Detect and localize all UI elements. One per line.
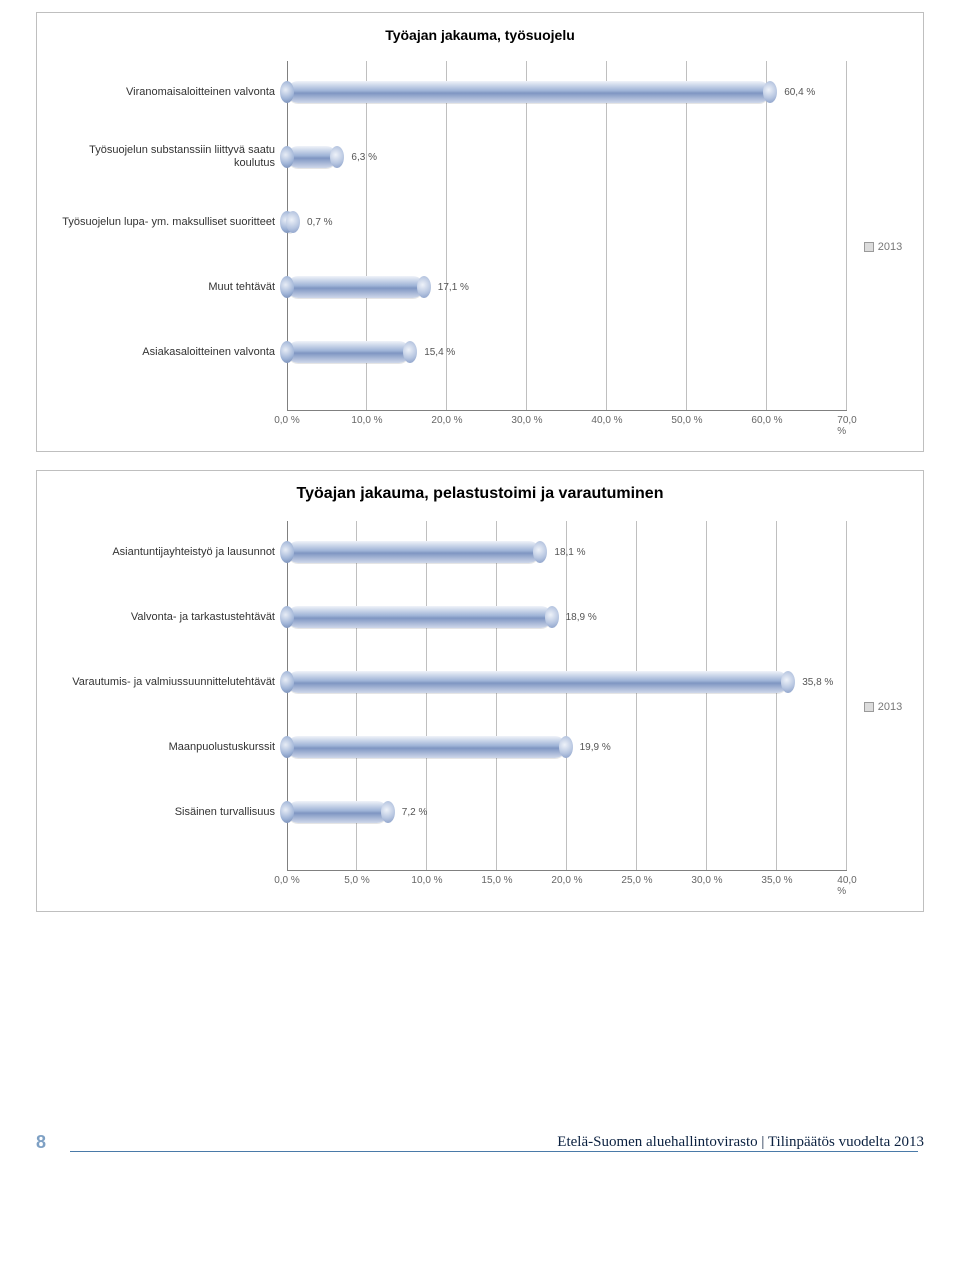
bar: [287, 341, 410, 363]
bar: [287, 276, 424, 298]
footer-rule: [70, 1151, 918, 1152]
x-tick: 30,0 %: [511, 415, 542, 426]
bar-row: Muut tehtävät17,1 %: [287, 276, 847, 298]
category-label: Asiakasaloitteinen valvonta: [57, 346, 287, 359]
x-tick: 40,0 %: [591, 415, 622, 426]
bar-value: 15,4 %: [424, 347, 455, 358]
legend-2013: 2013: [864, 701, 902, 713]
bar-row: Valvonta- ja tarkastustehtävät18,9 %: [287, 606, 847, 628]
bar-value: 6,3 %: [351, 152, 377, 163]
bar: [287, 81, 770, 103]
x-tick: 30,0 %: [691, 875, 722, 886]
chart2-legend: 2013: [853, 521, 913, 893]
chart-pelastustoimi: Työajan jakauma, pelastustoimi ja varaut…: [36, 470, 924, 912]
x-tick: 10,0 %: [351, 415, 382, 426]
bar-row: Sisäinen turvallisuus7,2 %: [287, 801, 847, 823]
page-footer: 8 Etelä-Suomen aluehallintovirasto | Til…: [36, 1132, 924, 1153]
x-tick: 15,0 %: [481, 875, 512, 886]
bar-row: Asiakasaloitteinen valvonta15,4 %: [287, 341, 847, 363]
bar-row: Työsuojelun lupa- ym. maksulliset suorit…: [287, 211, 847, 233]
category-label: Viranomaisaloitteinen valvonta: [57, 86, 287, 99]
page-number: 8: [36, 1132, 70, 1153]
chart1-plot: Viranomaisaloitteinen valvonta60,4 % Työs…: [287, 61, 847, 411]
x-tick: 50,0 %: [671, 415, 702, 426]
category-label: Varautumis- ja valmiussuunnittelutehtävä…: [57, 676, 287, 689]
chart1-legend: 2013: [853, 61, 913, 433]
category-label: Maanpuolustuskurssit: [57, 741, 287, 754]
chart2-plot: Asiantuntijayhteistyö ja lausunnot18,1 %…: [287, 521, 847, 871]
bar-row: Maanpuolustuskurssit19,9 %: [287, 736, 847, 758]
footer-text: Etelä-Suomen aluehallintovirasto | Tilin…: [70, 1134, 924, 1151]
legend-swatch-icon: [864, 702, 874, 712]
category-label: Työsuojelun substanssiin liittyvä saatu …: [57, 144, 287, 169]
bar-value: 18,9 %: [566, 612, 597, 623]
bar-value: 0,7 %: [307, 217, 333, 228]
bar-row: Varautumis- ja valmiussuunnittelutehtävä…: [287, 671, 847, 693]
bar-row: Työsuojelun substanssiin liittyvä saatu …: [287, 146, 847, 168]
legend-label: 2013: [878, 701, 902, 713]
category-label: Muut tehtävät: [57, 281, 287, 294]
chart2-plot-col: Asiantuntijayhteistyö ja lausunnot18,1 %…: [57, 521, 847, 893]
chart2-title: Työajan jakauma, pelastustoimi ja varaut…: [57, 485, 903, 503]
bar: [287, 211, 293, 233]
chart1-xaxis: 0,0 %10,0 %20,0 %30,0 %40,0 %50,0 %60,0 …: [287, 415, 847, 433]
chart2-xaxis: 0,0 %5,0 %10,0 %15,0 %20,0 %25,0 %30,0 %…: [287, 875, 847, 893]
legend-2013: 2013: [864, 241, 902, 253]
bar: [287, 541, 540, 563]
legend-swatch-icon: [864, 242, 874, 252]
x-tick: 70,0 %: [837, 415, 856, 437]
bar-row: Viranomaisaloitteinen valvonta60,4 %: [287, 81, 847, 103]
bar: [287, 146, 337, 168]
bar-row: Asiantuntijayhteistyö ja lausunnot18,1 %: [287, 541, 847, 563]
chart1-title: Työajan jakauma, työsuojelu: [57, 27, 903, 43]
chart2-body: Asiantuntijayhteistyö ja lausunnot18,1 %…: [57, 521, 903, 893]
bar: [287, 671, 788, 693]
x-tick: 20,0 %: [551, 875, 582, 886]
chart1-plot-col: Viranomaisaloitteinen valvonta60,4 %Työs…: [57, 61, 847, 433]
bar-value: 35,8 %: [802, 677, 833, 688]
bar-value: 60,4 %: [784, 87, 815, 98]
legend-label: 2013: [878, 241, 902, 253]
x-tick: 20,0 %: [431, 415, 462, 426]
x-tick: 0,0 %: [274, 415, 300, 426]
bar-value: 19,9 %: [580, 742, 611, 753]
x-tick: 40,0 %: [837, 875, 856, 897]
chart1-body: Viranomaisaloitteinen valvonta60,4 %Työs…: [57, 61, 903, 433]
category-label: Työsuojelun lupa- ym. maksulliset suorit…: [57, 216, 287, 229]
bar-value: 17,1 %: [438, 282, 469, 293]
bar: [287, 606, 552, 628]
x-tick: 25,0 %: [621, 875, 652, 886]
bar-value: 7,2 %: [402, 807, 428, 818]
bar-value: 18,1 %: [554, 547, 585, 558]
bar: [287, 736, 566, 758]
category-label: Valvonta- ja tarkastustehtävät: [57, 611, 287, 624]
x-tick: 35,0 %: [761, 875, 792, 886]
category-label: Sisäinen turvallisuus: [57, 806, 287, 819]
x-tick: 60,0 %: [751, 415, 782, 426]
x-tick: 10,0 %: [411, 875, 442, 886]
x-tick: 5,0 %: [344, 875, 370, 886]
bar: [287, 801, 388, 823]
x-tick: 0,0 %: [274, 875, 300, 886]
chart-tyosuojelu: Työajan jakauma, työsuojelu Viranomaisal…: [36, 12, 924, 452]
category-label: Asiantuntijayhteistyö ja lausunnot: [57, 546, 287, 559]
